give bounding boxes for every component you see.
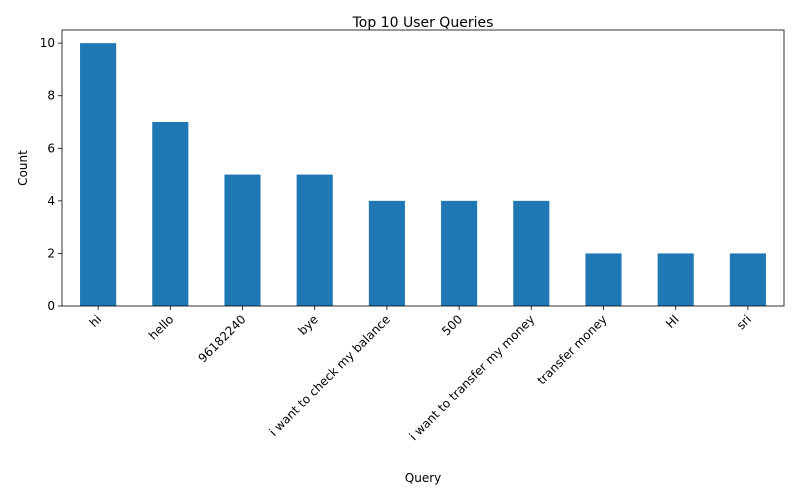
bar	[441, 200, 478, 306]
x-tick-label: hi	[87, 312, 105, 330]
bars-group	[80, 43, 766, 306]
y-tick-label: 2	[47, 246, 55, 260]
x-tick-label: bye	[295, 312, 321, 338]
bar	[152, 122, 189, 306]
bar	[513, 200, 550, 306]
y-tick-label: 8	[47, 89, 55, 103]
x-tick-label: sri	[734, 312, 754, 332]
plot-frame	[61, 29, 785, 307]
chart-title: Top 10 User Queries	[352, 15, 494, 31]
y-axis-label: Count	[16, 150, 30, 186]
x-tick-label: 500	[439, 312, 465, 338]
y-tick-label: 0	[47, 299, 55, 313]
x-tick-label: i want to transfer my money	[406, 312, 537, 443]
bar	[729, 253, 766, 306]
bar	[224, 174, 261, 306]
y-tick-label: 10	[40, 36, 55, 50]
x-tick-label: i want to check my balance	[266, 312, 393, 439]
y-tick-label: 4	[47, 194, 55, 208]
x-axis-label: Query	[405, 471, 441, 485]
x-tick-label: transfer money	[534, 312, 609, 387]
bar	[296, 174, 333, 306]
bar	[80, 43, 117, 306]
bar	[657, 253, 694, 306]
x-tick-label: 96182240	[196, 312, 249, 365]
x-tick-label: hello	[146, 312, 176, 342]
y-tick-label: 6	[47, 141, 55, 155]
y-axis: 0 2 4 6 8 10	[40, 36, 62, 313]
bar	[585, 253, 622, 306]
x-tick-label: HI	[663, 312, 682, 331]
bar	[368, 200, 405, 306]
